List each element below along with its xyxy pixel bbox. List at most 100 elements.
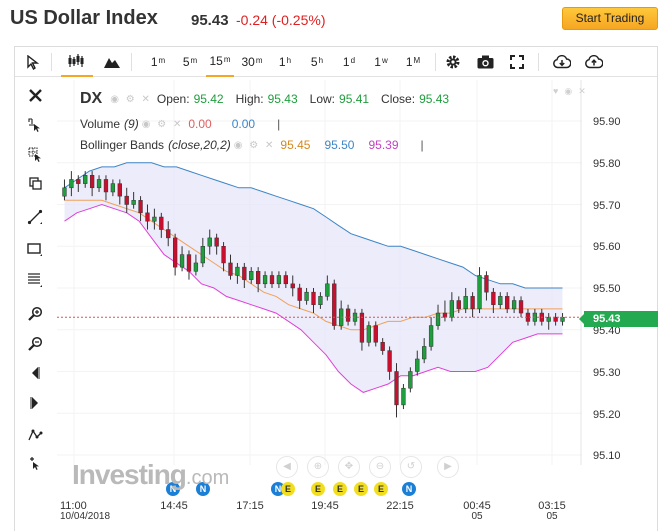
volume-value-2: 0.00 [231,117,256,131]
interval-value: 15 [209,54,223,68]
investing-logo: Investing.com [72,459,229,491]
time-label: 19:45 [311,500,339,512]
time-label: 14:45 [160,500,188,512]
fibonacci-icon[interactable] [24,268,46,290]
camera-icon[interactable] [474,47,496,77]
economic-event-marker[interactable]: E [311,482,325,496]
lock-drawings-icon[interactable] [24,452,46,474]
settings-gear-icon[interactable] [442,47,464,77]
scroll-left-icon[interactable] [24,362,46,384]
crosshair-cursor-icon[interactable] [24,114,46,136]
candle-body [456,300,461,310]
bollinger-lower-line [64,203,563,393]
trend-line-icon[interactable] [24,206,46,228]
interval-unit: m [255,55,263,65]
remove-drawings-icon[interactable] [24,84,46,106]
candle-body [387,350,392,372]
price-chart[interactable] [57,80,582,465]
candle-body [470,296,475,310]
visibility-controls-icon[interactable]: ◉ ⚙ ✕ [110,93,152,105]
news-event-marker[interactable]: N [196,482,210,496]
quote-header: US Dollar Index 95.43 -0.24 (-0.25%) Sta… [0,0,664,44]
nav-reset-icon[interactable]: ↺ [400,456,422,478]
volume-controls-icon[interactable]: ◉ ⚙ ✕ [141,118,184,130]
zoom-in-icon[interactable] [24,302,46,324]
economic-event-marker[interactable]: E [354,482,368,496]
scroll-right-icon[interactable] [24,392,46,414]
logo-brand: Investing [72,459,187,490]
time-label: 00:45 [463,500,491,512]
candle-body [373,325,378,343]
candle-body [62,187,67,197]
measure-grid-icon[interactable] [24,143,46,165]
layers-icon[interactable] [24,172,46,194]
close-label: Close: [381,92,416,106]
candle-body [228,262,233,276]
candle-body [249,271,254,280]
volume-label: Volume [80,117,121,131]
candle-body [463,296,468,310]
zoom-out-icon[interactable] [24,332,46,354]
candle-body [235,266,240,276]
candle-body [283,275,288,285]
price-axis-label: 95.70 [593,199,621,212]
candle-body [96,179,102,189]
upload-cloud-icon[interactable] [583,47,605,77]
price-axis-label: 95.20 [593,408,621,421]
nav-zoom-in-icon[interactable]: ⊕ [307,456,329,478]
economic-event-marker[interactable]: E [374,482,388,496]
rectangle-tool-icon[interactable] [24,238,46,260]
candle-body [442,312,448,318]
news-event-marker[interactable]: N [402,482,416,496]
interval-value: 1 [405,55,413,69]
volume-value-1: 0.00 [188,117,212,131]
download-cloud-icon[interactable] [551,47,573,77]
candlestick-chart-icon[interactable] [61,47,93,77]
candle-body [505,296,510,310]
bollinger-upper-value: 95.50 [324,138,355,152]
candle-body [290,283,295,289]
candle-body [186,254,192,272]
nav-pan-icon[interactable]: ✥ [338,456,360,478]
candle-body [304,291,309,301]
economic-event-marker[interactable]: E [333,482,347,496]
interval-30m-button[interactable]: 30 m [238,47,266,77]
bollinger-controls-icon[interactable]: ◉ ⚙ ✕ [233,139,276,151]
start-trading-button[interactable]: Start Trading [562,7,658,30]
interval-15m-button[interactable]: 15 m [206,47,234,77]
nav-left-icon[interactable]: ◀ [276,456,298,478]
interval-value: 1 [150,55,158,69]
magnet-pointer-icon[interactable] [24,423,46,445]
economic-event-marker[interactable]: E [281,482,295,496]
candle-body [394,371,399,406]
cursor-icon[interactable] [23,47,43,77]
high-label: High: [235,92,264,106]
candle-body [69,179,74,189]
nav-zoom-out-icon[interactable]: ⊖ [369,456,391,478]
mountain-chart-icon[interactable] [101,47,123,77]
candle-body [318,296,323,305]
candle-body [145,212,150,222]
interval-unit: m [223,54,231,64]
candle-body [332,283,337,326]
time-axis-label: 00:45 05 [452,500,502,522]
instrument-title: US Dollar Index [10,7,158,29]
candle-body [422,346,427,360]
bollinger-lower-value: 95.39 [368,138,399,152]
fullscreen-icon[interactable] [506,47,528,77]
logo-suffix: .com [185,467,230,489]
news-event-marker[interactable]: N [166,482,180,496]
pane-controls-icon[interactable]: ♥◉✕ [553,86,592,96]
bollinger-mid-value: 95.45 [280,138,311,152]
nav-right-icon[interactable]: ▶ [437,456,459,478]
symbol-label: DX [80,90,103,107]
time-label: 03:15 [538,500,566,512]
candle-body [262,275,268,285]
